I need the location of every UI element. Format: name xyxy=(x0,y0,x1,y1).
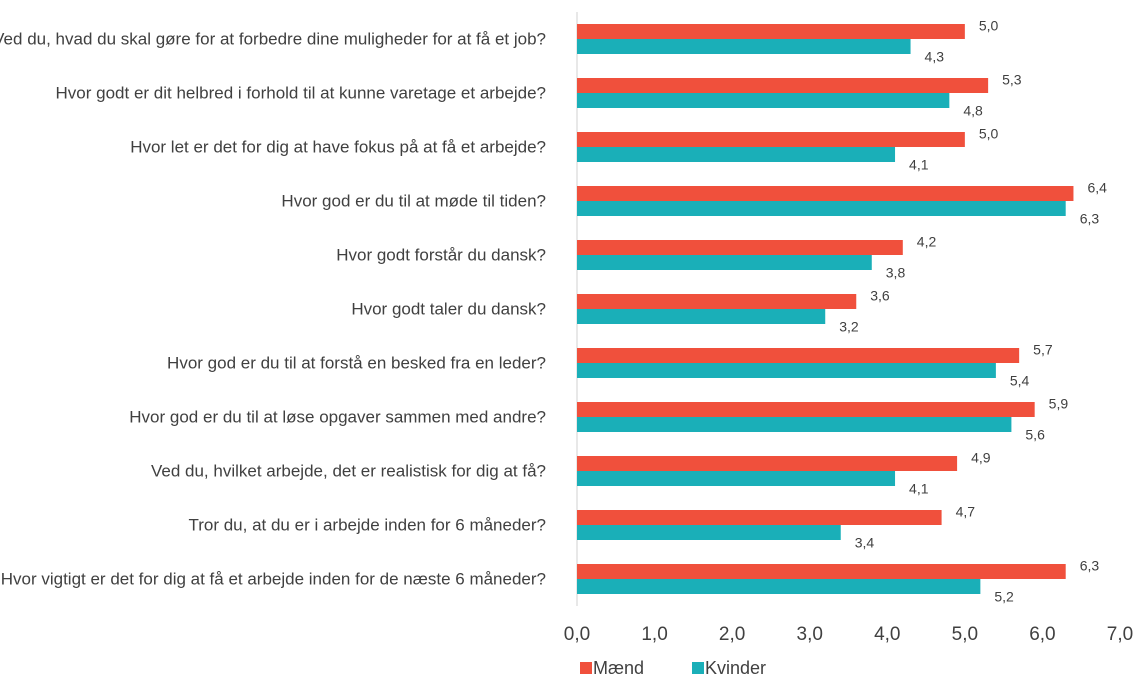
value-label: 4,9 xyxy=(971,450,991,466)
value-label: 4,7 xyxy=(956,504,976,520)
value-label: 3,6 xyxy=(870,288,890,304)
bar xyxy=(577,456,958,471)
value-label: 5,2 xyxy=(994,589,1014,605)
bar xyxy=(577,186,1074,201)
bar xyxy=(577,93,950,108)
value-label: 5,6 xyxy=(1025,427,1045,443)
value-label: 5,7 xyxy=(1033,342,1053,358)
legend-label: Mænd xyxy=(593,658,644,678)
bar xyxy=(577,39,911,54)
bar xyxy=(577,525,841,540)
bar xyxy=(577,348,1020,363)
x-tick-label: 2,0 xyxy=(719,624,745,645)
category-label: Hvor vigtigt er det for dig at få et arb… xyxy=(0,569,546,589)
legend-swatch xyxy=(692,662,704,674)
value-label: 4,2 xyxy=(917,234,937,250)
category-label: Hvor godt er dit helbred i forhold til a… xyxy=(55,83,546,103)
x-tick-label: 3,0 xyxy=(797,624,823,645)
bar xyxy=(577,402,1035,417)
value-label: 6,4 xyxy=(1087,180,1107,196)
bar xyxy=(577,510,942,525)
bar xyxy=(577,579,981,594)
bar xyxy=(577,240,903,255)
x-tick-label: 0,0 xyxy=(564,624,590,645)
bar xyxy=(577,147,896,162)
x-tick-label: 7,0 xyxy=(1107,624,1133,645)
category-label: Ved du, hvad du skal gøre for at forbedr… xyxy=(0,29,546,49)
bar xyxy=(577,564,1066,579)
bar xyxy=(577,417,1012,432)
bar xyxy=(577,309,826,324)
value-label: 5,9 xyxy=(1049,396,1069,412)
x-tick-label: 5,0 xyxy=(952,624,978,645)
value-label: 6,3 xyxy=(1080,558,1100,574)
value-label: 3,4 xyxy=(855,535,875,551)
category-label: Hvor godt forstår du dansk? xyxy=(336,245,546,265)
value-label: 4,1 xyxy=(909,481,929,497)
bar xyxy=(577,255,872,270)
category-label: Hvor god er du til at løse opgaver samme… xyxy=(129,407,546,427)
value-label: 3,8 xyxy=(886,265,906,281)
bar xyxy=(577,78,989,93)
category-label: Ved du, hvilket arbejde, det er realisti… xyxy=(150,461,546,481)
category-label: Hvor god er du til at forstå en besked f… xyxy=(167,353,546,373)
value-label: 4,1 xyxy=(909,157,929,173)
bar xyxy=(577,132,965,147)
category-label: Hvor god er du til at møde til tiden? xyxy=(281,191,546,211)
bar xyxy=(577,24,965,39)
value-label: 3,2 xyxy=(839,319,859,335)
value-label: 4,3 xyxy=(925,49,945,65)
bar xyxy=(577,294,857,309)
legend-swatch xyxy=(580,662,592,674)
value-label: 4,8 xyxy=(963,103,983,119)
value-label: 5,4 xyxy=(1010,373,1030,389)
bar xyxy=(577,363,996,378)
value-label: 5,0 xyxy=(979,126,999,142)
category-label: Hvor let er det for dig at have fokus på… xyxy=(130,137,546,157)
x-tick-label: 1,0 xyxy=(641,624,667,645)
bar xyxy=(577,471,896,486)
category-label: Hvor godt taler du dansk? xyxy=(351,299,546,319)
value-label: 5,0 xyxy=(979,18,999,34)
x-tick-label: 4,0 xyxy=(874,624,900,645)
x-tick-label: 6,0 xyxy=(1029,624,1055,645)
bar xyxy=(577,201,1066,216)
value-label: 6,3 xyxy=(1080,211,1100,227)
category-label: Tror du, at du er i arbejde inden for 6 … xyxy=(188,515,546,535)
legend-label: Kvinder xyxy=(705,658,766,678)
value-label: 5,3 xyxy=(1002,72,1022,88)
